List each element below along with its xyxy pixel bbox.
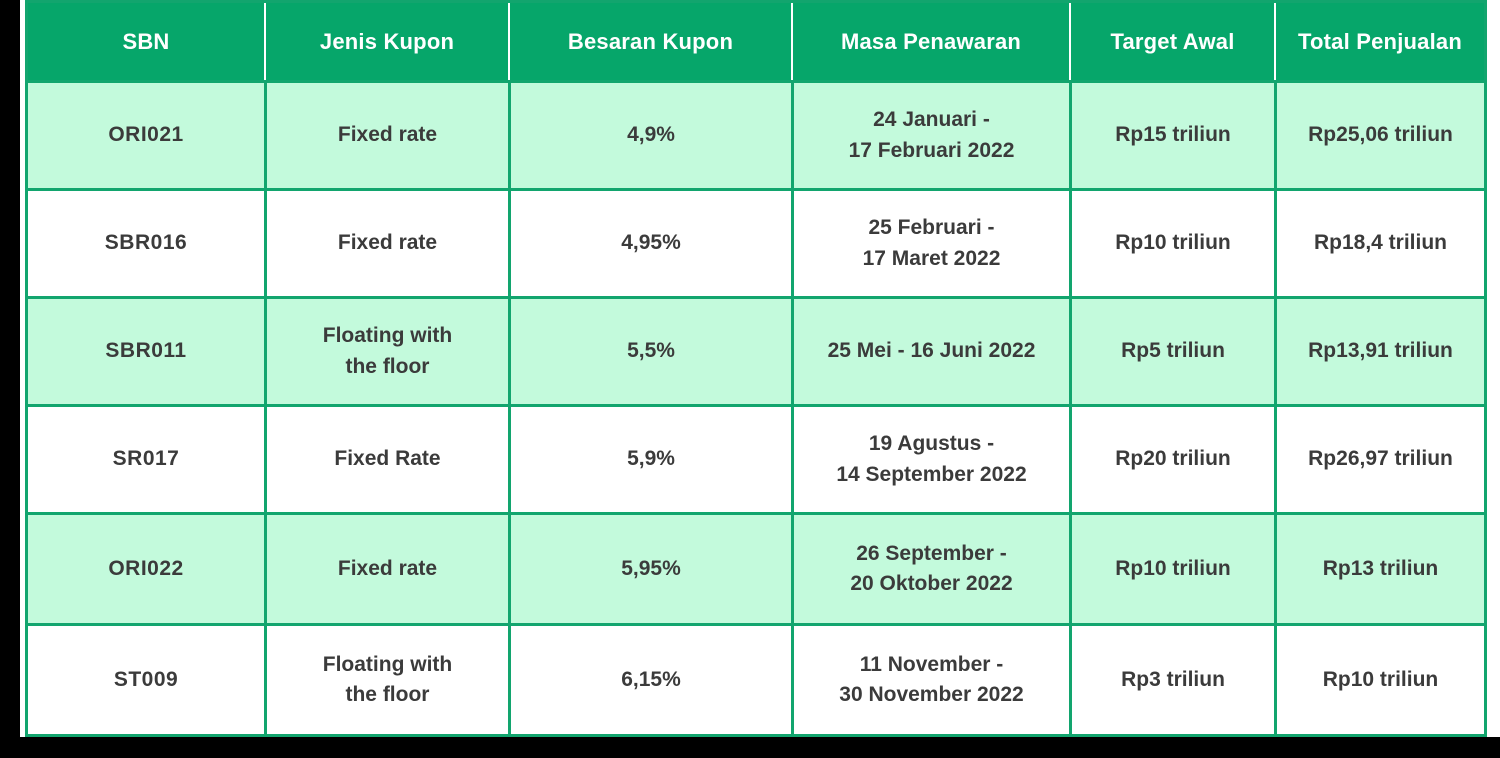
header-cell-masa-penawaran: Masa Penawaran (791, 3, 1069, 80)
cell-sbn-code: ORI021 (28, 80, 264, 188)
cell-masa-penawaran: 19 Agustus - 14 September 2022 (791, 404, 1069, 512)
cell-masa-penawaran: 25 Mei - 16 Juni 2022 (791, 296, 1069, 404)
cell-sbn-code: ORI022 (28, 512, 264, 623)
cell-besaran-kupon: 4,9% (508, 80, 791, 188)
cell-besaran-kupon: 5,95% (508, 512, 791, 623)
cell-total-penjualan: Rp10 triliun (1274, 623, 1484, 734)
cell-total-penjualan: Rp13,91 triliun (1274, 296, 1484, 404)
cell-jenis-kupon: Floating with the floor (264, 623, 508, 734)
cell-total-penjualan: Rp26,97 triliun (1274, 404, 1484, 512)
cell-jenis-kupon: Fixed Rate (264, 404, 508, 512)
cell-besaran-kupon: 6,15% (508, 623, 791, 734)
cell-sbn-code: ST009 (28, 623, 264, 734)
header-cell-total-penjualan: Total Penjualan (1274, 3, 1484, 80)
cell-total-penjualan: Rp18,4 triliun (1274, 188, 1484, 296)
cell-besaran-kupon: 5,5% (508, 296, 791, 404)
table-row: ORI022 Fixed rate 5,95% 26 September - 2… (28, 512, 1484, 623)
header-cell-sbn: SBN (122, 28, 170, 54)
cell-besaran-kupon: 5,9% (508, 404, 791, 512)
cell-jenis-kupon: Fixed rate (264, 188, 508, 296)
cell-sbn-code: SBR011 (28, 296, 264, 404)
cell-target-awal: Rp5 triliun (1069, 296, 1274, 404)
cell-target-awal: Rp15 triliun (1069, 80, 1274, 188)
table-row: SR017 Fixed Rate 5,9% 19 Agustus - 14 Se… (28, 404, 1484, 512)
left-black-margin (0, 0, 20, 758)
cell-total-penjualan: Rp13 triliun (1274, 512, 1484, 623)
cell-besaran-kupon: 4,95% (508, 188, 791, 296)
cell-total-penjualan: Rp25,06 triliun (1274, 80, 1484, 188)
table-row: SBR016 Fixed rate 4,95% 25 Februari - 17… (28, 188, 1484, 296)
header-cell-jenis-kupon: Jenis Kupon (264, 3, 508, 80)
cell-target-awal: Rp3 triliun (1069, 623, 1274, 734)
bottom-black-margin (0, 737, 1500, 758)
cell-jenis-kupon: Floating with the floor (264, 296, 508, 404)
header-cell-besaran-kupon: Besaran Kupon (508, 3, 791, 80)
cell-masa-penawaran: 11 November - 30 November 2022 (791, 623, 1069, 734)
cell-masa-penawaran: 26 September - 20 Oktober 2022 (791, 512, 1069, 623)
table-row: ORI021 Fixed rate 4,9% 24 Januari - 17 F… (28, 80, 1484, 188)
cell-sbn-code: SR017 (28, 404, 264, 512)
table-row: SBR011 Floating with the floor 5,5% 25 M… (28, 296, 1484, 404)
header-cell-target-awal: Target Awal (1069, 3, 1274, 80)
cell-masa-penawaran: 24 Januari - 17 Februari 2022 (791, 80, 1069, 188)
cell-masa-penawaran: 25 Februari - 17 Maret 2022 (791, 188, 1069, 296)
cell-target-awal: Rp10 triliun (1069, 188, 1274, 296)
cell-target-awal: Rp20 triliun (1069, 404, 1274, 512)
table-row: ST009 Floating with the floor 6,15% 11 N… (28, 623, 1484, 734)
sbn-bond-table: SBN Jenis Kupon Besaran Kupon Masa Penaw… (25, 0, 1487, 737)
table-header-row: SBN Jenis Kupon Besaran Kupon Masa Penaw… (28, 3, 1484, 80)
cell-jenis-kupon: Fixed rate (264, 80, 508, 188)
cell-jenis-kupon: Fixed rate (264, 512, 508, 623)
cell-sbn-code: SBR016 (28, 188, 264, 296)
cell-target-awal: Rp10 triliun (1069, 512, 1274, 623)
